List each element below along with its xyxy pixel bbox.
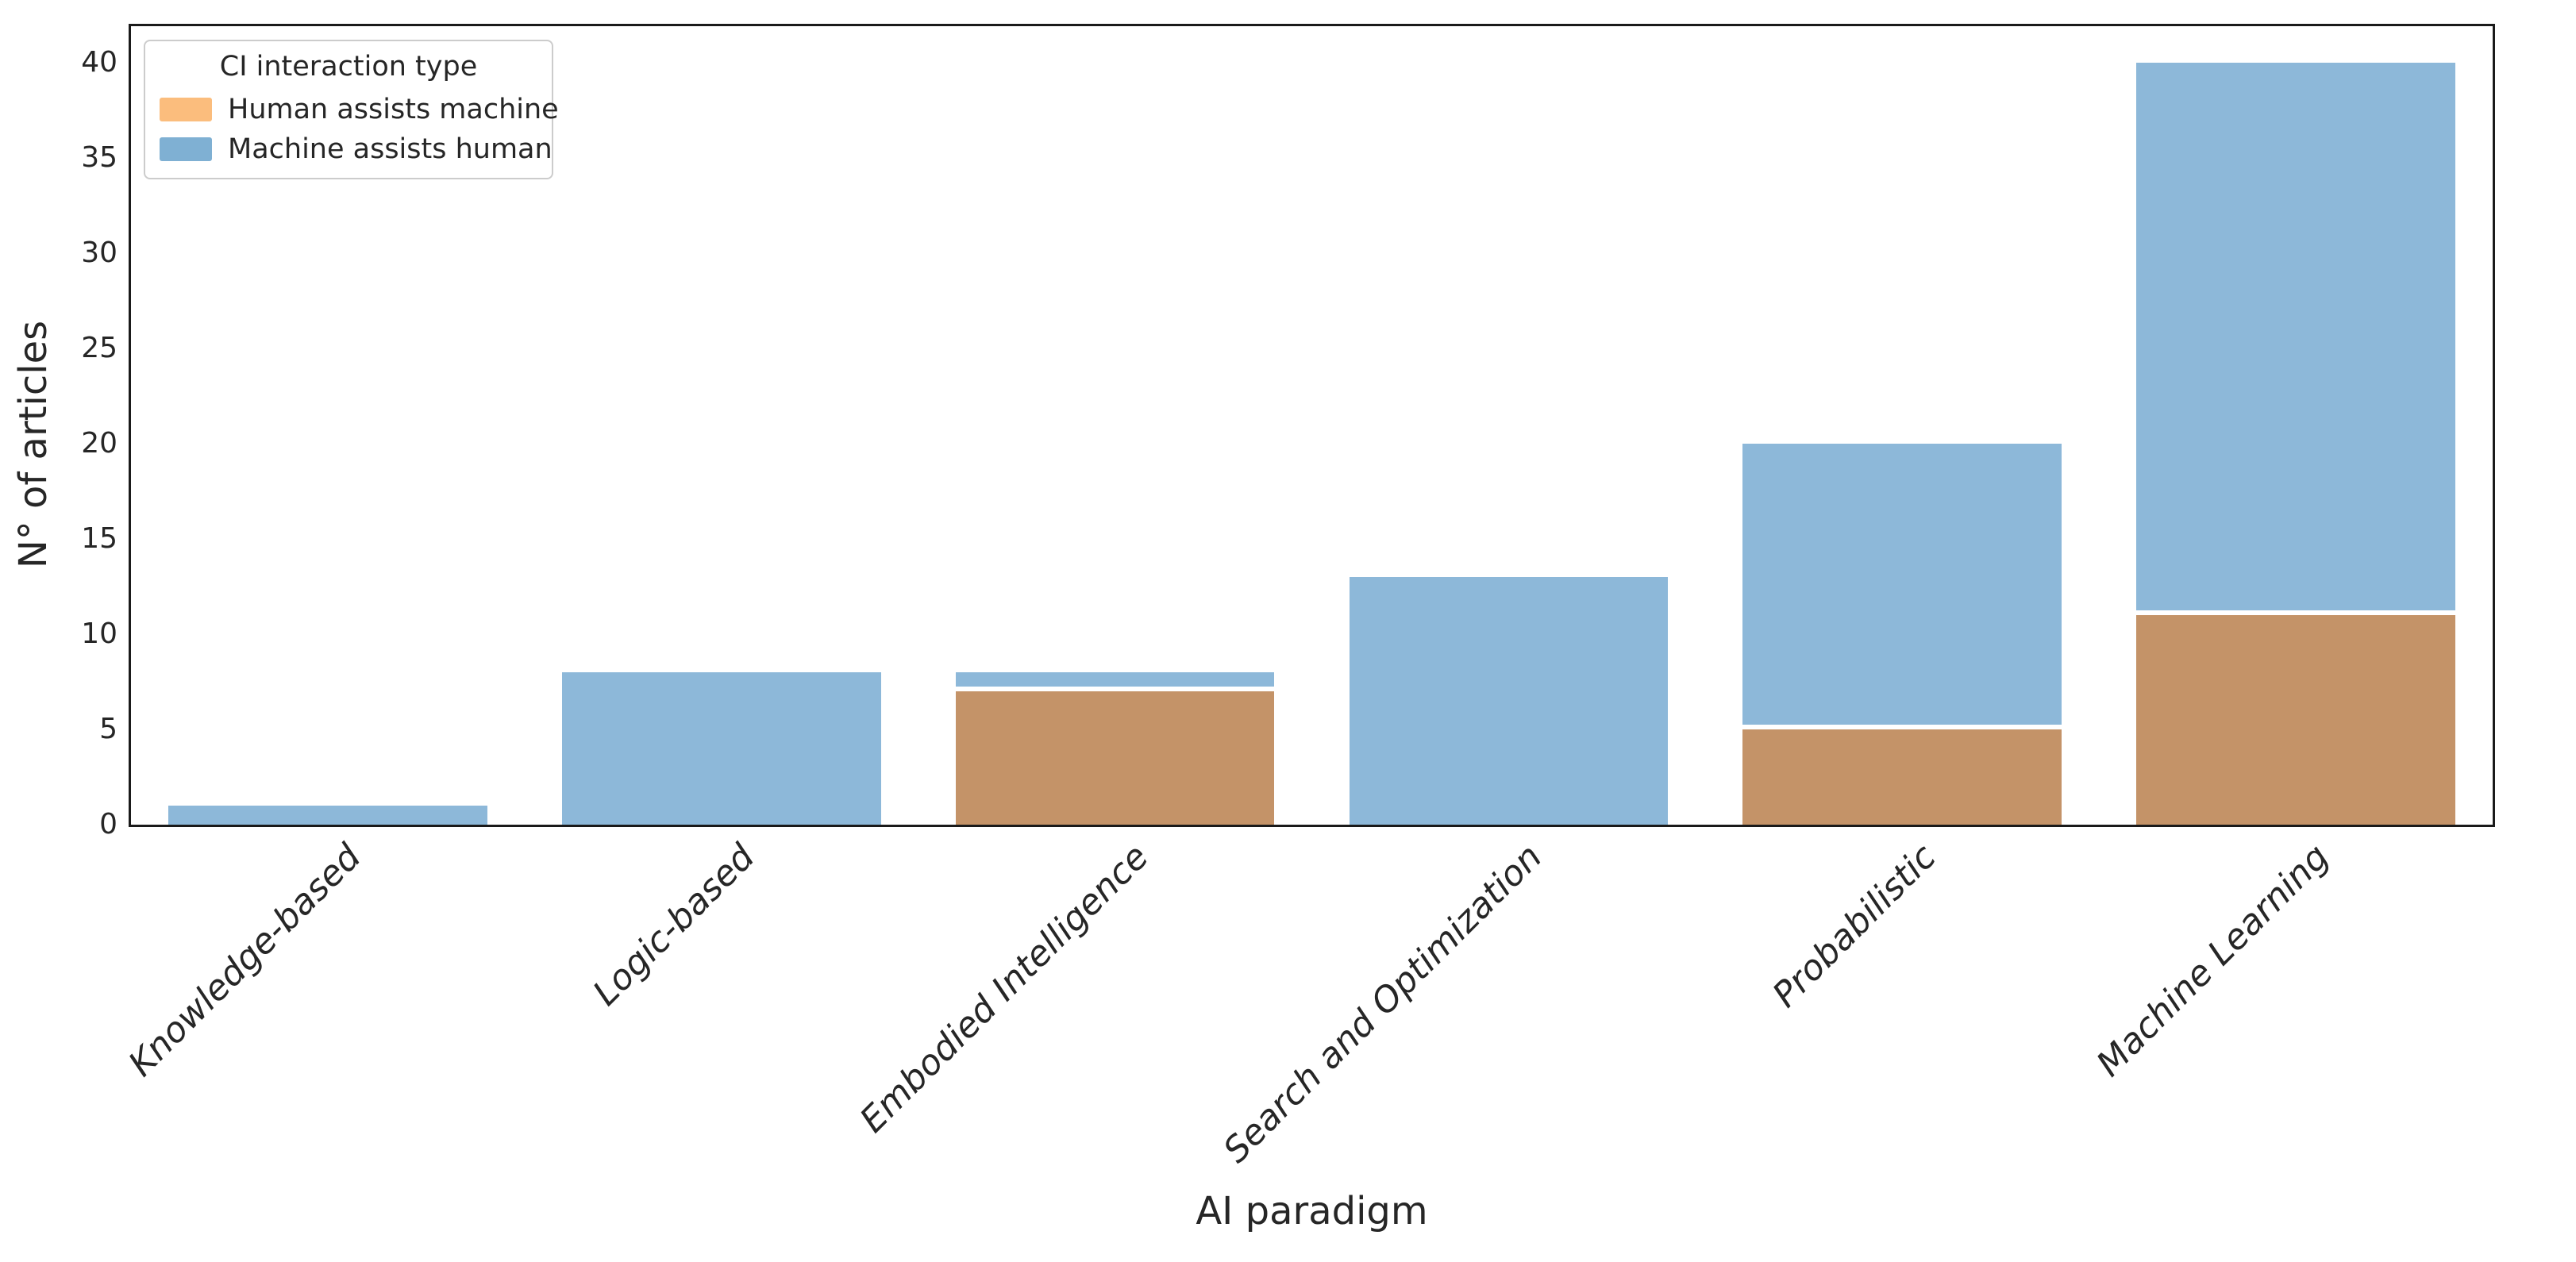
bar-probabilistic bbox=[1742, 444, 2062, 825]
x-tick-label: Probabilistic bbox=[1764, 837, 1944, 1016]
x-tick-label: Knowledge-based bbox=[121, 837, 369, 1085]
legend-swatch-orange bbox=[160, 98, 212, 121]
bar-segment-human-assists-machine bbox=[955, 691, 1275, 825]
y-tick-label: 35 bbox=[81, 141, 117, 174]
y-tick-label: 10 bbox=[81, 618, 117, 650]
bar-segment-machine-assists-human bbox=[1349, 577, 1669, 825]
bar-slot bbox=[2099, 63, 2493, 825]
y-tick-label: 25 bbox=[81, 332, 117, 364]
bar-segment-human-assists-machine bbox=[2136, 615, 2455, 825]
legend-box: CI interaction type Human assists machin… bbox=[144, 40, 559, 179]
legend-entry-machine-assists-human: Machine assists human bbox=[160, 133, 553, 165]
y-tick-label: 0 bbox=[99, 808, 117, 841]
x-tick-label: Machine Learning bbox=[2089, 837, 2338, 1085]
legend-entry-human-assists-machine: Human assists machine bbox=[160, 94, 559, 125]
y-tick-label: 40 bbox=[81, 46, 117, 79]
bar-slot bbox=[131, 806, 525, 825]
bar-machine-learning bbox=[2136, 63, 2455, 825]
legend-label: Machine assists human bbox=[228, 133, 553, 165]
bar-slot bbox=[1705, 444, 2099, 825]
legend-title: CI interaction type bbox=[219, 51, 478, 83]
bar-segment-machine-assists-human bbox=[955, 672, 1275, 691]
y-tick-label: 15 bbox=[81, 522, 117, 555]
bar-segment-machine-assists-human bbox=[1742, 444, 2062, 729]
bar-knowledge-based bbox=[168, 806, 487, 825]
bar-segment-machine-assists-human bbox=[2136, 63, 2455, 615]
x-tick-label: Search and Optimization bbox=[1215, 837, 1550, 1171]
bar-logic-based bbox=[561, 672, 881, 825]
bar-slot bbox=[918, 672, 1312, 825]
bar-slot bbox=[525, 672, 918, 825]
bar-segment-human-assists-machine bbox=[1742, 729, 2062, 825]
legend-swatch-blue bbox=[160, 137, 212, 161]
x-tick-label: Logic-based bbox=[585, 837, 763, 1014]
bar-search-and-optimization bbox=[1349, 577, 1669, 825]
bar-embodied-intelligence bbox=[955, 672, 1275, 825]
legend-label: Human assists machine bbox=[228, 94, 559, 125]
bar-segment-machine-assists-human bbox=[561, 672, 881, 825]
y-tick-label: 20 bbox=[81, 427, 117, 460]
bars-container bbox=[131, 26, 2493, 825]
bar-slot bbox=[1311, 577, 1705, 825]
y-tick-label: 5 bbox=[99, 713, 117, 745]
x-axis-title: AI paradigm bbox=[1196, 1189, 1428, 1233]
y-tick-label: 30 bbox=[81, 237, 117, 269]
bar-segment-machine-assists-human bbox=[168, 806, 487, 825]
x-tick-label: Embodied Intelligence bbox=[852, 837, 1157, 1141]
